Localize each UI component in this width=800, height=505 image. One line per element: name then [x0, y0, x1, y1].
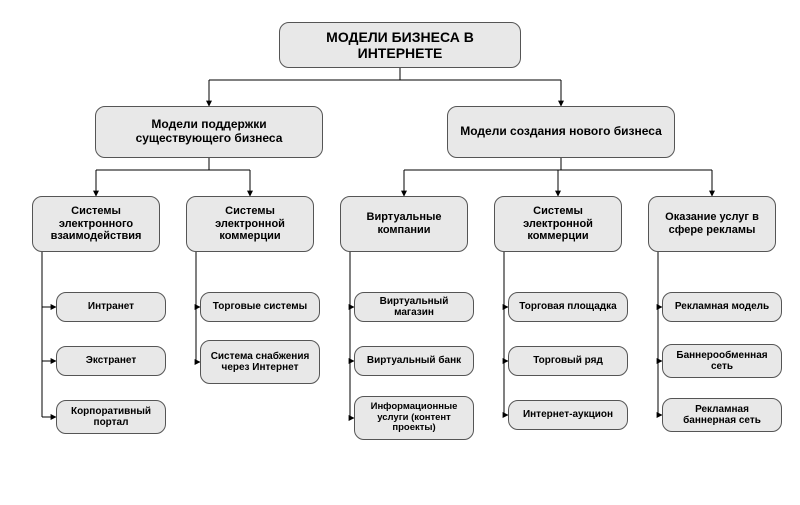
node-d3: Интернет-аукцион [508, 400, 628, 430]
node-a2: Экстранет [56, 346, 166, 376]
node-l2b: Модели создания нового бизнеса [447, 106, 675, 158]
node-label-a1: Интранет [88, 301, 134, 313]
node-label-b2: Система снабжения через Интернет [207, 351, 313, 374]
node-a1: Интранет [56, 292, 166, 322]
node-label-l2a: Модели поддержки существующего бизнеса [102, 118, 316, 146]
node-label-e2: Баннерообменная сеть [669, 350, 775, 373]
node-label-l3e: Оказание услуг в сфере рекламы [655, 211, 769, 236]
node-label-l3d: Системы электронной коммерции [501, 205, 615, 243]
node-label-c2: Виртуальный банк [367, 355, 461, 367]
node-l3b: Системы электронной коммерции [186, 196, 314, 252]
node-root: МОДЕЛИ БИЗНЕСА В ИНТЕРНЕТЕ [279, 22, 521, 68]
node-b2: Система снабжения через Интернет [200, 340, 320, 384]
node-label-e1: Рекламная модель [675, 301, 769, 313]
node-label-l3a: Системы электронного взаимодействия [39, 205, 153, 243]
node-label-d3: Интернет-аукцион [523, 409, 613, 421]
node-label-a2: Экстранет [86, 355, 136, 367]
node-c1: Виртуальный магазин [354, 292, 474, 322]
node-e3: Рекламная баннерная сеть [662, 398, 782, 432]
node-l3d: Системы электронной коммерции [494, 196, 622, 252]
node-label-c1: Виртуальный магазин [361, 296, 467, 319]
node-label-b1: Торговые системы [213, 301, 307, 313]
node-label-l2b: Модели создания нового бизнеса [460, 125, 662, 139]
node-label-l3c: Виртуальные компании [347, 211, 461, 236]
node-label-e3: Рекламная баннерная сеть [669, 404, 775, 427]
node-b1: Торговые системы [200, 292, 320, 322]
node-a3: Корпоративный портал [56, 400, 166, 434]
node-label-d2: Торговый ряд [533, 355, 603, 367]
node-l3a: Системы электронного взаимодействия [32, 196, 160, 252]
node-label-c3: Информационные услуги (контент проекты) [361, 402, 467, 435]
node-c3: Информационные услуги (контент проекты) [354, 396, 474, 440]
node-c2: Виртуальный банк [354, 346, 474, 376]
node-label-l3b: Системы электронной коммерции [193, 205, 307, 243]
node-l3e: Оказание услуг в сфере рекламы [648, 196, 776, 252]
node-label-root: МОДЕЛИ БИЗНЕСА В ИНТЕРНЕТЕ [286, 29, 514, 61]
node-l2a: Модели поддержки существующего бизнеса [95, 106, 323, 158]
node-label-d1: Торговая площадка [519, 301, 616, 313]
node-d2: Торговый ряд [508, 346, 628, 376]
node-label-a3: Корпоративный портал [63, 406, 159, 429]
node-l3c: Виртуальные компании [340, 196, 468, 252]
node-e2: Баннерообменная сеть [662, 344, 782, 378]
node-d1: Торговая площадка [508, 292, 628, 322]
node-e1: Рекламная модель [662, 292, 782, 322]
